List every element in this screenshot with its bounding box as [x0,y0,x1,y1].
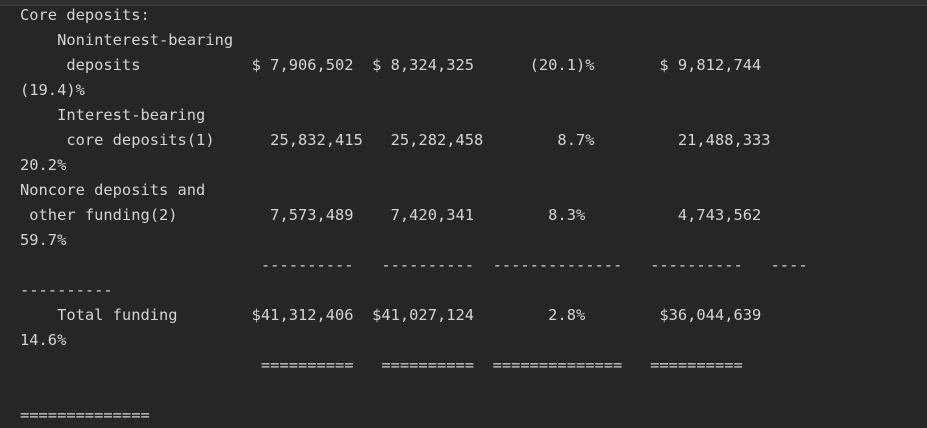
separator-line: ---------- [20,281,113,299]
funding-table-text: Core deposits: Noninterest-bearing depos… [20,3,808,428]
text-line: Interest-bearing [20,106,206,124]
text-line: 20.2% [20,156,67,174]
double-separator-line: ========== ========== ============== ===… [20,356,743,374]
window-top-bar [0,0,927,6]
text-line: (19.4)% [20,81,85,99]
text-line: deposits $ 7,906,502 $ 8,324,325 (20.1)%… [20,56,762,74]
separator-line: ---------- ---------- -------------- ---… [20,256,808,274]
text-line: 14.6% [20,331,67,349]
text-line: Core deposits: [20,6,150,24]
text-line: other funding(2) 7,573,489 7,420,341 8.3… [20,206,762,224]
text-line: core deposits(1) 25,832,415 25,282,458 8… [20,131,771,149]
text-line: Noncore deposits and [20,181,206,199]
text-line: Total funding $41,312,406 $41,027,124 2.… [20,306,762,324]
text-line: 59.7% [20,231,67,249]
double-separator-line: ============== [20,406,150,424]
text-line: Noninterest-bearing [20,31,234,49]
